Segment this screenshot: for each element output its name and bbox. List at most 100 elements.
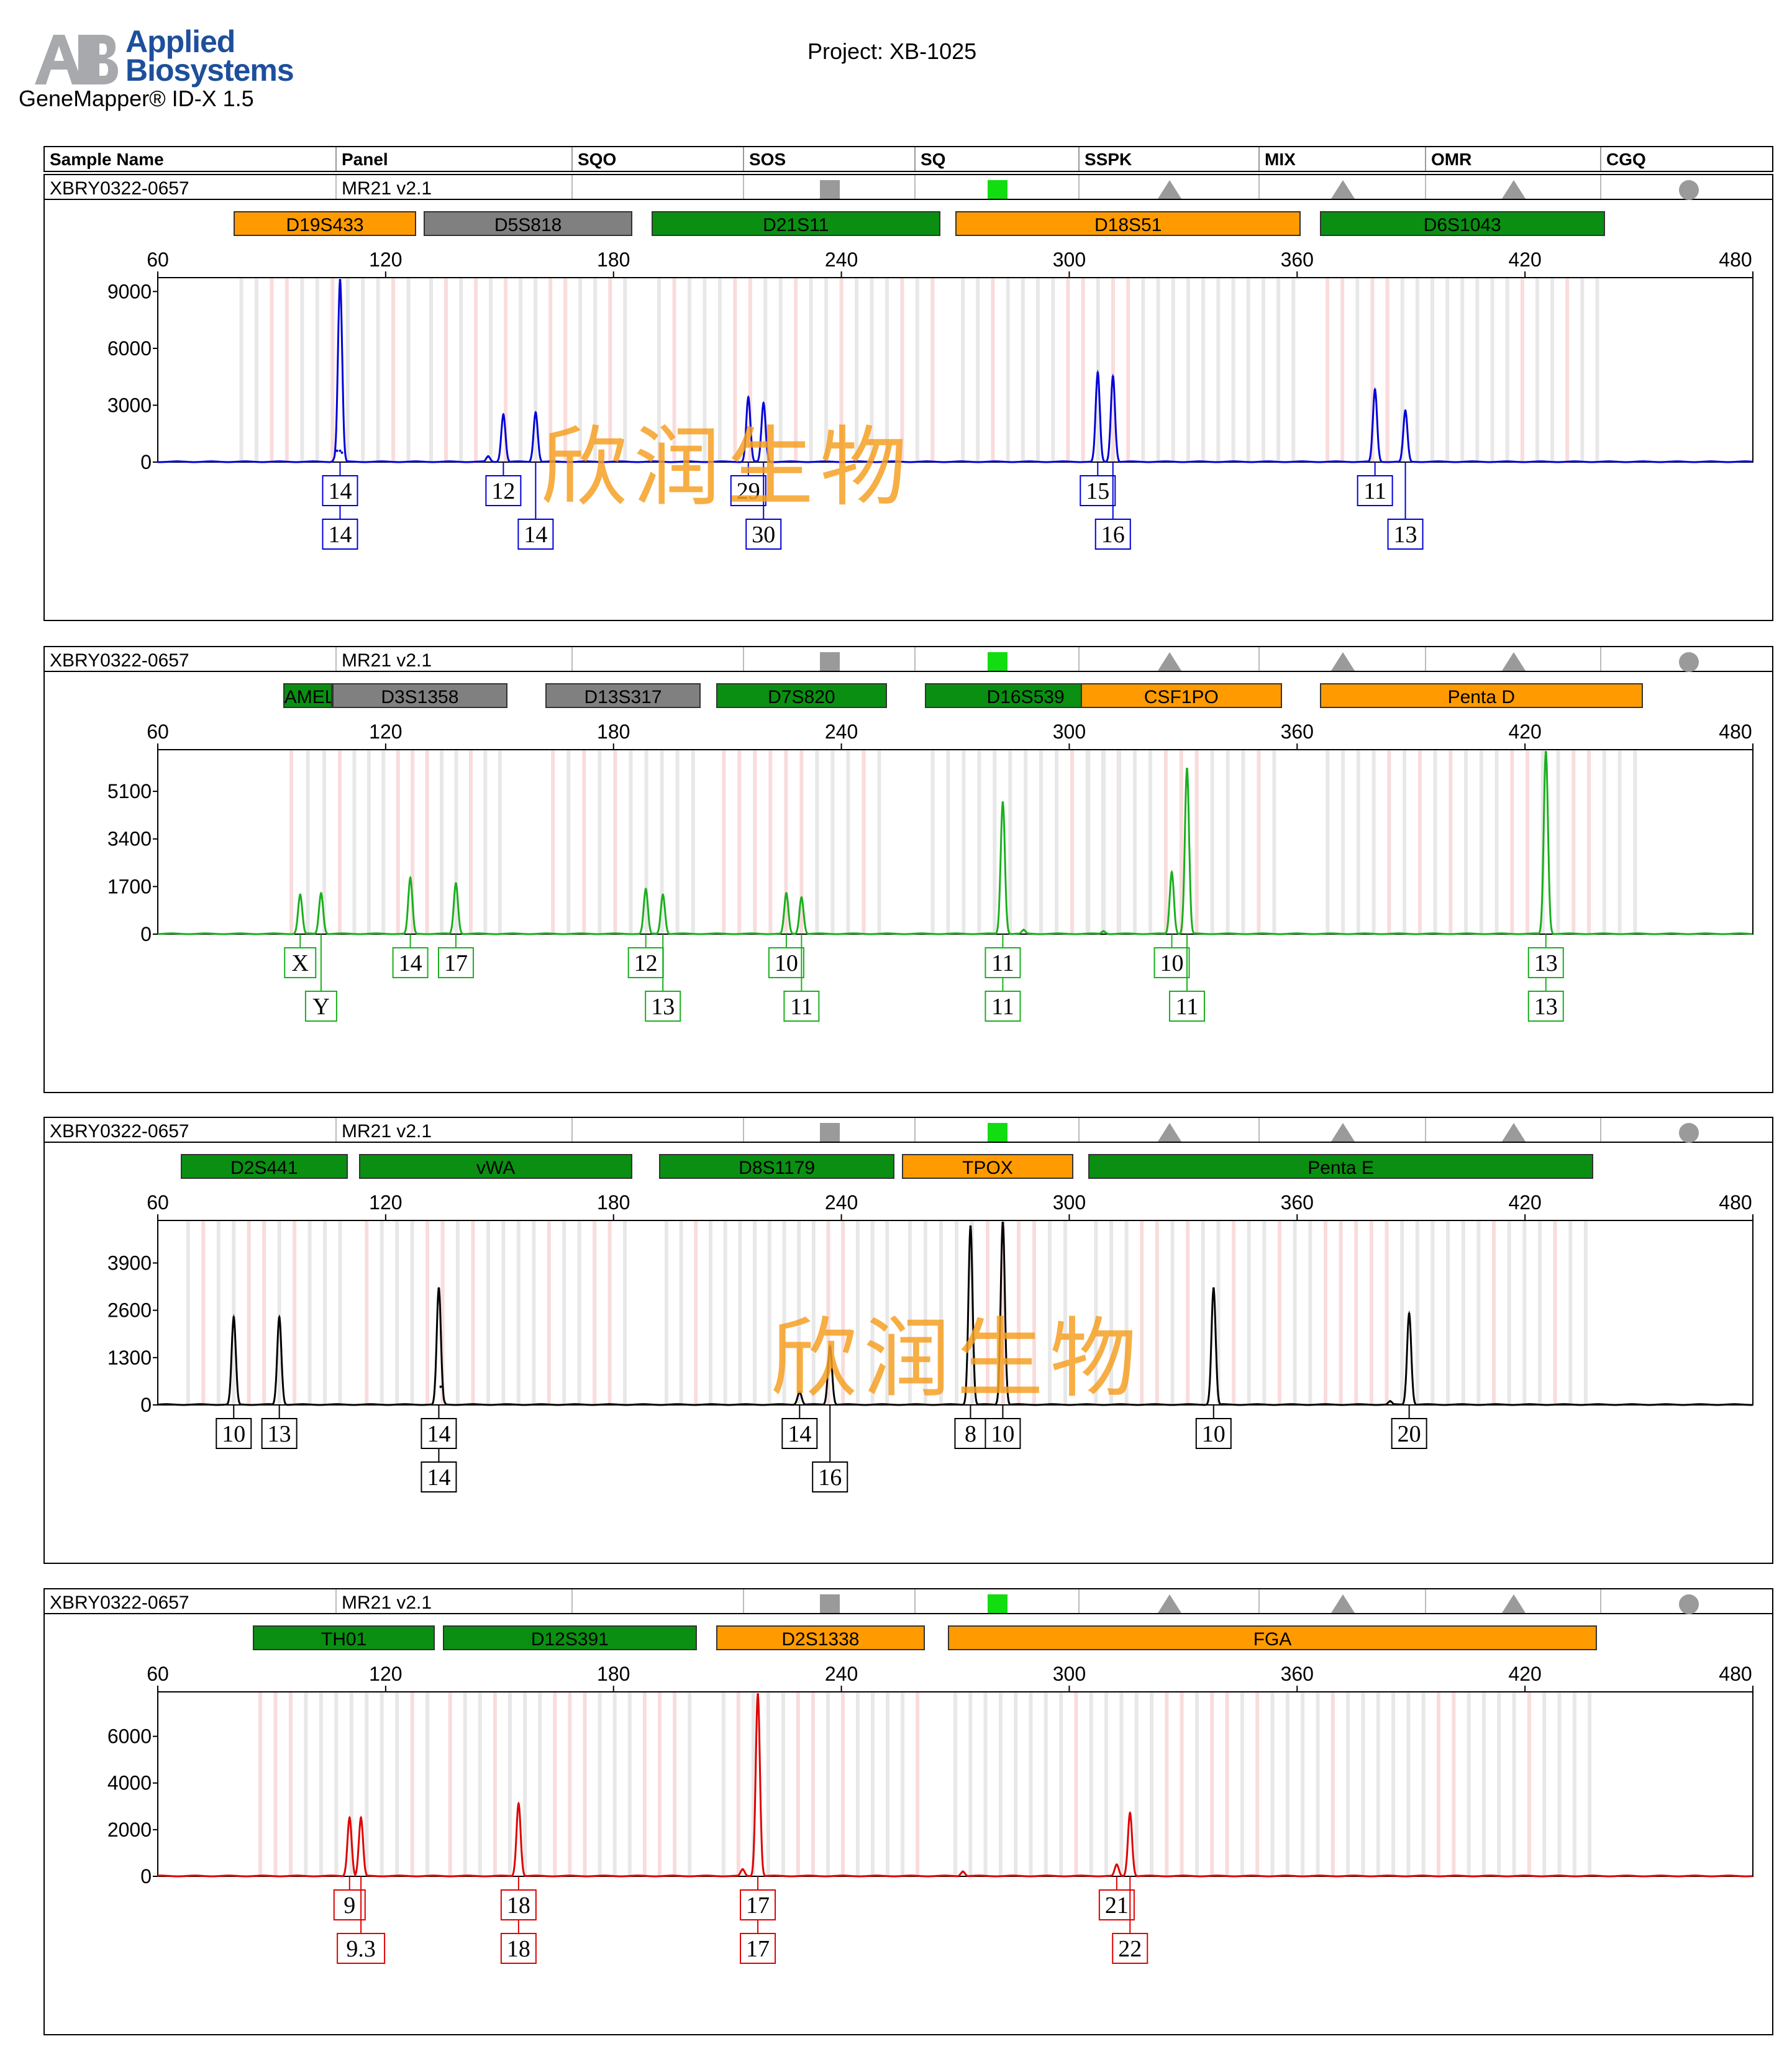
- locus-marker-tpox[interactable]: TPOX: [902, 1154, 1073, 1179]
- quality-cell-omr: [1425, 647, 1600, 671]
- allele-call[interactable]: 29: [730, 462, 766, 506]
- allele-call[interactable]: X: [284, 934, 317, 978]
- bin-stripe: [293, 1220, 297, 1405]
- locus-marker-d6s1043[interactable]: D6S1043: [1319, 211, 1605, 236]
- allele-call[interactable]: 14: [392, 934, 429, 978]
- locus-marker-fga[interactable]: FGA: [947, 1625, 1598, 1650]
- allele-call[interactable]: 13 13: [1527, 934, 1564, 1022]
- peak-point: [1373, 389, 1376, 392]
- gray-triangle-icon: [1502, 180, 1526, 199]
- allele-call[interactable]: 13: [261, 1405, 298, 1449]
- allele-call[interactable]: 14: [781, 1405, 818, 1449]
- bin-stripe: [406, 278, 411, 462]
- allele-call[interactable]: 10: [985, 1405, 1021, 1449]
- peak-point: [1129, 1812, 1132, 1815]
- bin-stripe: [380, 1692, 384, 1876]
- locus-marker-vwa[interactable]: vWA: [359, 1154, 633, 1179]
- allele-call[interactable]: 10: [1195, 1405, 1232, 1449]
- allele-call[interactable]: 21: [1098, 1876, 1135, 1920]
- allele-call[interactable]: 17: [437, 934, 474, 978]
- locus-marker-penta-d[interactable]: Penta D: [1319, 683, 1643, 708]
- locus-marker-d2s1338[interactable]: D2S1338: [716, 1625, 926, 1650]
- allele-call[interactable]: 13: [645, 934, 681, 1022]
- locus-marker-th01[interactable]: TH01: [252, 1625, 435, 1650]
- allele-call[interactable]: 8: [954, 1405, 987, 1449]
- bin-stripe: [915, 278, 919, 462]
- allele-call[interactable]: 20: [1391, 1405, 1427, 1449]
- allele-call[interactable]: 10: [216, 1405, 252, 1449]
- bin-stripe: [1102, 750, 1106, 934]
- allele-call[interactable]: 11: [1357, 462, 1393, 506]
- bin-stripe: [498, 750, 502, 934]
- bin-stripe: [1497, 1692, 1501, 1876]
- peak-point: [299, 893, 302, 896]
- locus-marker-d5s818[interactable]: D5S818: [424, 211, 633, 236]
- bin-stripe: [551, 750, 555, 934]
- bin-stripe: [1044, 1692, 1048, 1876]
- bin-stripe: [1225, 1692, 1229, 1876]
- bin-stripe: [840, 1692, 845, 1876]
- bin-stripe: [1001, 1220, 1005, 1405]
- allele-label: 8: [965, 1421, 976, 1447]
- allele-call[interactable]: 10: [768, 934, 804, 978]
- allele-call[interactable]: 12: [627, 934, 664, 978]
- locus-marker-amel[interactable]: AMEL: [283, 683, 333, 708]
- bin-stripe: [781, 1692, 785, 1876]
- gray-triangle-icon: [1158, 1123, 1181, 1142]
- allele-call[interactable]: 13: [1387, 462, 1424, 550]
- allele-call[interactable]: 15: [1080, 462, 1116, 506]
- allele-call[interactable]: 9: [333, 1876, 366, 1920]
- bin-stripe: [627, 1692, 632, 1876]
- gray-square-icon: [820, 180, 840, 199]
- locus-marker-d21s11[interactable]: D21S11: [651, 211, 940, 236]
- bin-stripe: [1537, 1220, 1542, 1405]
- allele-label: 13: [1394, 522, 1417, 548]
- bin-stripe: [900, 278, 904, 462]
- allele-box: [812, 1461, 848, 1492]
- allele-box: [485, 475, 522, 506]
- locus-marker-csf1po[interactable]: CSF1PO: [1080, 683, 1282, 708]
- x-tick-label: 420: [1508, 720, 1541, 743]
- allele-call[interactable]: 14 14: [421, 1405, 457, 1492]
- bin-stripe: [1323, 1220, 1327, 1405]
- bin-stripe: [1542, 1692, 1547, 1876]
- bin-stripe: [1014, 1692, 1018, 1876]
- bin-stripe: [330, 278, 335, 462]
- allele-box: [322, 475, 358, 506]
- locus-marker-d2s441[interactable]: D2S441: [180, 1154, 348, 1179]
- bin-stripe: [953, 1692, 957, 1876]
- bin-stripe: [1048, 1220, 1052, 1405]
- peak-point: [1001, 1222, 1004, 1224]
- allele-call[interactable]: 9.3: [337, 1876, 386, 1964]
- allele-call[interactable]: 16: [1094, 462, 1131, 550]
- bin-stripe: [1293, 1220, 1297, 1405]
- locus-marker-d12s391[interactable]: D12S391: [442, 1625, 698, 1650]
- allele-call[interactable]: 14: [517, 462, 554, 550]
- allele-call[interactable]: 30: [745, 462, 782, 550]
- locus-marker-d8s1179[interactable]: D8S1179: [659, 1154, 895, 1179]
- allele-call[interactable]: 11 11: [985, 934, 1021, 1022]
- allele-call[interactable]: 22: [1112, 1876, 1148, 1964]
- locus-marker-d3s1358[interactable]: D3S1358: [332, 683, 507, 708]
- bin-stripe: [721, 1692, 725, 1876]
- locus-marker-d13s317[interactable]: D13S317: [545, 683, 701, 708]
- allele-call[interactable]: 10: [1153, 934, 1190, 978]
- allele-call[interactable]: 14 14: [322, 462, 358, 550]
- locus-marker-d18s51[interactable]: D18S51: [955, 211, 1301, 236]
- allele-call[interactable]: Y: [304, 934, 337, 1022]
- peak-point: [1170, 871, 1173, 874]
- allele-call[interactable]: 11: [1168, 934, 1205, 1022]
- green-square-icon: [988, 652, 1007, 671]
- bin-stripe: [623, 278, 627, 462]
- bin-stripe: [1133, 750, 1137, 934]
- locus-marker-penta-e[interactable]: Penta E: [1088, 1154, 1594, 1179]
- allele-box: [985, 1418, 1021, 1449]
- allele-call[interactable]: 12: [485, 462, 522, 506]
- bin-stripe: [968, 1692, 973, 1876]
- locus-marker-d7s820[interactable]: D7S820: [716, 683, 887, 708]
- allele-call[interactable]: 11: [783, 934, 820, 1022]
- allele-call[interactable]: 16: [812, 1405, 848, 1492]
- locus-marker-d19s433[interactable]: D19S433: [234, 211, 416, 236]
